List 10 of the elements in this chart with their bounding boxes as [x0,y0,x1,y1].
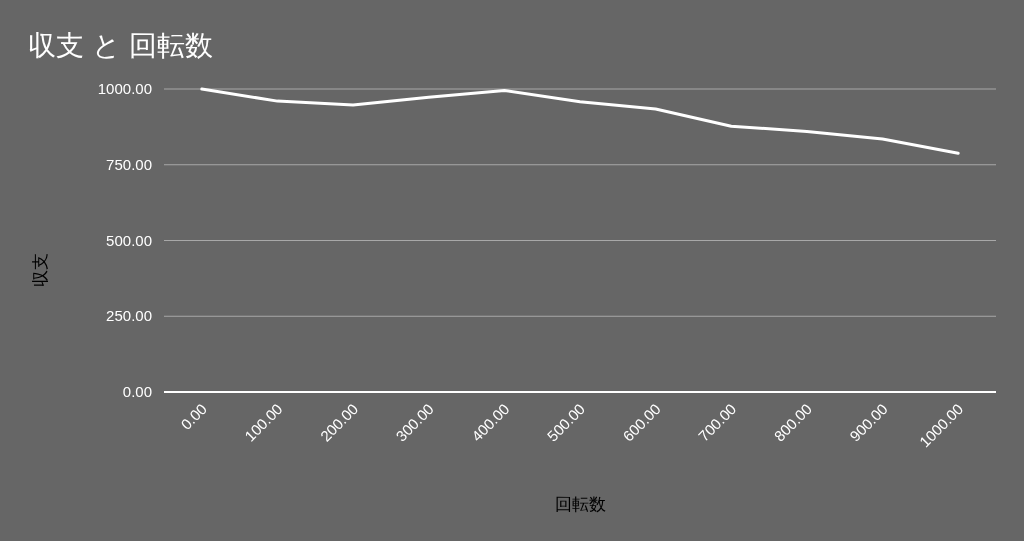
y-tick-label: 0.00 [122,383,152,400]
y-tick-label: 1000.00 [97,80,152,97]
y-axis-title: 収支 [31,253,50,287]
x-tick-label: 0.00 [177,400,210,433]
chart-title: 収支 と 回転数 [28,30,213,61]
y-tick-label: 250.00 [106,307,152,325]
line-series [200,87,960,155]
y-tick-label: 500.00 [106,231,152,249]
y-tick-label: 750.00 [106,155,152,173]
x-axis-title: 回転数 [554,495,606,514]
